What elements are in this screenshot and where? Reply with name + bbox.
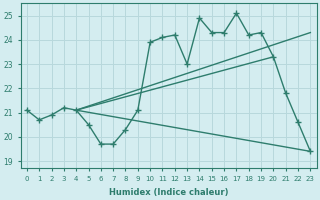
X-axis label: Humidex (Indice chaleur): Humidex (Indice chaleur) [109, 188, 228, 197]
